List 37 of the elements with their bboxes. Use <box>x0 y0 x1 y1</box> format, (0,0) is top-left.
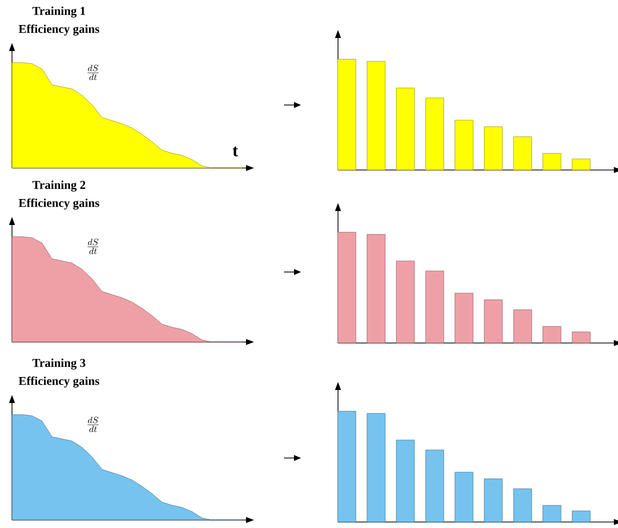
chart-title: Training 3 <box>32 358 86 370</box>
bar <box>513 136 532 170</box>
chart-subtitle: Efficiency gains <box>18 24 100 36</box>
bar <box>572 510 590 522</box>
bar <box>338 410 356 522</box>
bar <box>425 98 444 170</box>
annotation: $\frac{dS}{dt}$ <box>88 238 99 254</box>
bar <box>484 300 503 344</box>
bar <box>425 270 444 344</box>
bar <box>366 413 386 522</box>
bar <box>425 450 444 522</box>
bar <box>484 478 503 522</box>
bar <box>484 126 503 170</box>
bar <box>396 88 415 170</box>
bar <box>396 440 415 522</box>
chart-subtitle: Efficiency gains <box>18 376 100 388</box>
x-axis-title: t <box>232 146 238 156</box>
annotation: $\frac{dS}{dt}$ <box>88 64 99 80</box>
bar <box>542 505 562 522</box>
bar <box>338 232 356 344</box>
chart-title: Training 2 <box>32 180 86 192</box>
bar <box>366 61 386 170</box>
chart-title: Training 1 <box>32 6 86 18</box>
bar <box>396 260 415 344</box>
annotation: $\frac{dS}{dt}$ <box>88 416 99 432</box>
bar <box>542 153 562 170</box>
bar <box>513 310 532 344</box>
bar <box>454 120 474 170</box>
bar <box>338 58 356 170</box>
bar <box>513 488 532 522</box>
bar <box>572 332 590 344</box>
chart-subtitle: Efficiency gains <box>18 198 100 210</box>
bar <box>366 234 386 344</box>
bar <box>454 292 474 344</box>
bar <box>572 158 590 170</box>
bar <box>542 326 562 344</box>
bar <box>454 472 474 522</box>
